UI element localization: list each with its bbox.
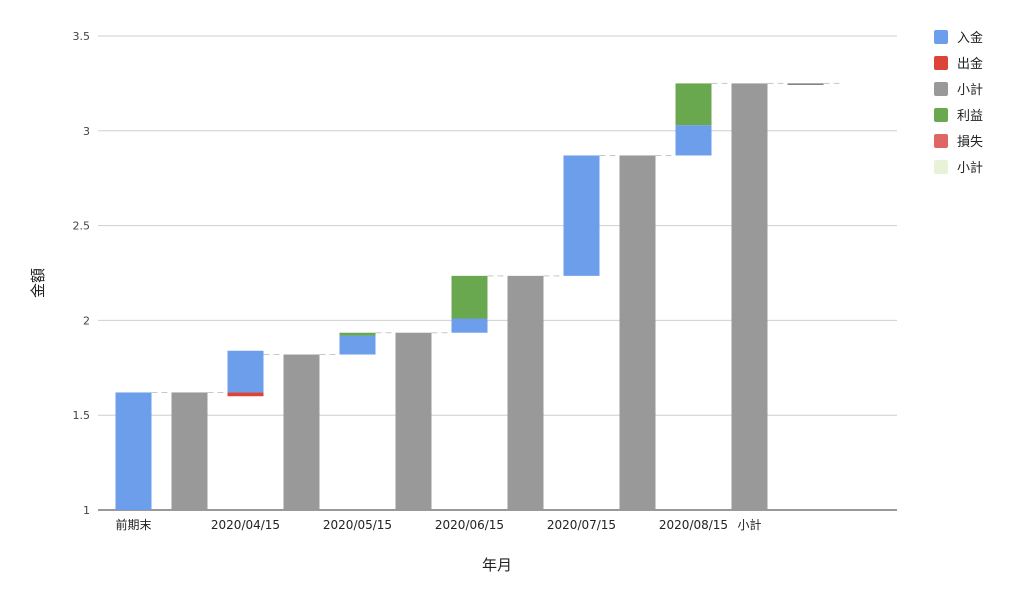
x-category-label: 小計 (737, 517, 761, 532)
legend-label: 小計 (957, 160, 983, 176)
legend-label: 利益 (957, 109, 983, 124)
legend-swatch (934, 82, 948, 96)
bar-小計 (283, 354, 320, 510)
bar-入金 (563, 155, 600, 276)
x-category-label: 2020/08/15 (659, 518, 728, 532)
bar-入金 (451, 318, 488, 333)
legend-swatch (934, 30, 948, 44)
bar-小計 (619, 155, 656, 510)
legend-label: 小計 (957, 82, 983, 98)
bar-利益 (675, 83, 712, 126)
bar-入金 (115, 392, 152, 510)
y-tick-label: 3 (83, 125, 90, 138)
y-tick-label: 2.5 (73, 220, 91, 233)
bar-小計 (787, 83, 824, 85)
connector-lines (151, 82, 844, 393)
x-category-label: 2020/05/15 (323, 518, 392, 532)
bar-出金 (227, 392, 264, 397)
legend-swatch (934, 108, 948, 122)
legend-swatch (934, 56, 948, 70)
bar-入金 (227, 350, 264, 393)
x-category-label: 2020/06/15 (435, 518, 504, 532)
legend-label: 損失 (957, 135, 983, 150)
x-category-label: 2020/04/15 (211, 518, 280, 532)
legend-label: 出金 (957, 56, 983, 72)
legend-label: 入金 (957, 30, 983, 46)
gridlines (98, 35, 897, 511)
bar-入金 (339, 335, 376, 355)
bar-小計 (171, 392, 208, 510)
x-axis-title: 年月 (482, 556, 512, 574)
bar-小計 (395, 332, 432, 510)
legend-swatch (934, 134, 948, 148)
x-axis-category-labels: 前期末 2020/04/15 2020/05/15 2020/06/15 2020/07… (115, 517, 761, 532)
y-tick-label: 1.5 (73, 409, 91, 422)
bars (115, 83, 824, 511)
bar-入金 (675, 125, 712, 156)
x-category-label: 2020/07/15 (547, 518, 616, 532)
y-axis-title: 金額 (29, 268, 47, 298)
bar-利益 (339, 332, 376, 336)
bar-小計 (507, 275, 544, 510)
legend-swatch (934, 160, 948, 174)
y-tick-label: 1 (83, 504, 90, 517)
y-tick-label: 2 (83, 314, 90, 327)
x-category-label: 前期末 (115, 517, 151, 532)
bar-小計 (731, 83, 768, 511)
y-axis-tick-labels: 1 1.5 2 2.5 3 3.5 (73, 30, 91, 517)
bar-利益 (451, 275, 488, 319)
y-tick-label: 3.5 (73, 30, 91, 43)
